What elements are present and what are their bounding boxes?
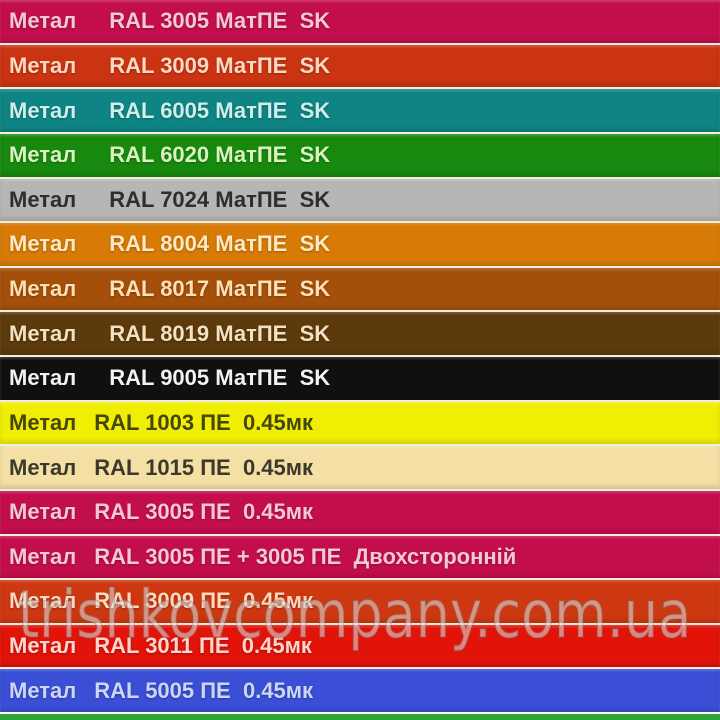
material-label: Метал	[9, 231, 77, 257]
ral-spec-label: RAL 3009 МатПЕ SK	[109, 52, 331, 78]
material-label: Метал	[9, 142, 77, 168]
ral-spec-label: RAL 8019 МатПЕ SK	[109, 320, 331, 346]
ral-spec-label: RAL 7024 МатПЕ SK	[109, 186, 331, 212]
color-strip-row: Метал RAL 9005 МатПЕ SK	[0, 355, 720, 400]
material-label: Метал	[9, 677, 77, 703]
color-strip-row: Метал RAL 3005 МатПЕ SK	[0, 0, 720, 43]
material-label: Метал	[9, 52, 77, 78]
color-strip-row: Метал RAL 8004 МатПЕ SK	[0, 221, 720, 266]
material-label: Метал	[9, 97, 77, 123]
ral-spec-label: RAL 3011 ПЕ 0.45мк	[94, 633, 312, 659]
color-strip-row: Метал RAL 6020 МатПЕ SK	[0, 131, 720, 177]
color-strip-row: Метал RAL 6005 МатПЕ SK	[0, 87, 720, 132]
material-label: Метал	[9, 8, 77, 34]
ral-spec-label: RAL 9005 МатПЕ SK	[109, 365, 331, 391]
ral-spec-label: RAL 8004 МатПЕ SK	[109, 231, 331, 257]
next-row-partial-strip	[0, 712, 720, 720]
ral-spec-label: RAL 6005 МатПЕ SK	[109, 97, 331, 123]
ral-spec-label: RAL 3009 ПЕ 0.45мк	[94, 588, 314, 614]
color-strip-row: Метал RAL 3005 ПЕ + 3005 ПЕ Двохсторонні…	[0, 533, 720, 579]
ral-spec-label: RAL 1015 ПЕ 0.45мк	[94, 454, 314, 480]
material-label: Метал	[9, 365, 77, 391]
material-label: Метал	[9, 543, 77, 569]
color-strip-row: Метал RAL 1015 ПЕ 0.45мк	[0, 444, 720, 489]
ral-spec-label: RAL 5005 ПЕ 0.45мк	[94, 677, 314, 703]
material-label: Метал	[9, 409, 77, 435]
material-label: Метал	[9, 633, 77, 659]
color-strip-row: Метал RAL 1003 ПЕ 0.45мк	[0, 399, 720, 445]
color-strip-row: Метал RAL 8017 МатПЕ SK	[0, 265, 720, 311]
ral-spec-label: RAL 3005 ПЕ 0.45мк	[94, 499, 314, 525]
material-label: Метал	[9, 499, 77, 525]
ral-spec-label: RAL 3005 ПЕ + 3005 ПЕ Двохсторонній	[94, 543, 517, 569]
material-label: Метал	[9, 320, 77, 346]
color-strip-row: Метал RAL 3009 МатПЕ SK	[0, 42, 720, 88]
material-label: Метал	[9, 454, 77, 480]
ral-spec-label: RAL 1003 ПЕ 0.45мк	[94, 409, 314, 435]
material-label: Метал	[9, 588, 77, 614]
ral-spec-label: RAL 3005 МатПЕ SK	[109, 8, 331, 34]
color-strip-row: Метал RAL 3005 ПЕ 0.45мк	[0, 488, 720, 534]
color-strip-row: Метал RAL 3011 ПЕ 0.45мк	[0, 622, 720, 668]
color-strip-row: Метал RAL 8019 МатПЕ SK	[0, 310, 720, 355]
ral-spec-label: RAL 8017 МатПЕ SK	[109, 276, 331, 302]
ral-spec-label: RAL 6020 МатПЕ SK	[109, 142, 331, 168]
color-strip-row: Метал RAL 3009 ПЕ 0.45мк	[0, 578, 720, 623]
color-strip-row: Метал RAL 5005 ПЕ 0.45мк	[0, 667, 720, 712]
material-label: Метал	[9, 186, 77, 212]
color-strip-row: Метал RAL 7024 МатПЕ SK	[0, 176, 720, 222]
material-label: Метал	[9, 276, 77, 302]
